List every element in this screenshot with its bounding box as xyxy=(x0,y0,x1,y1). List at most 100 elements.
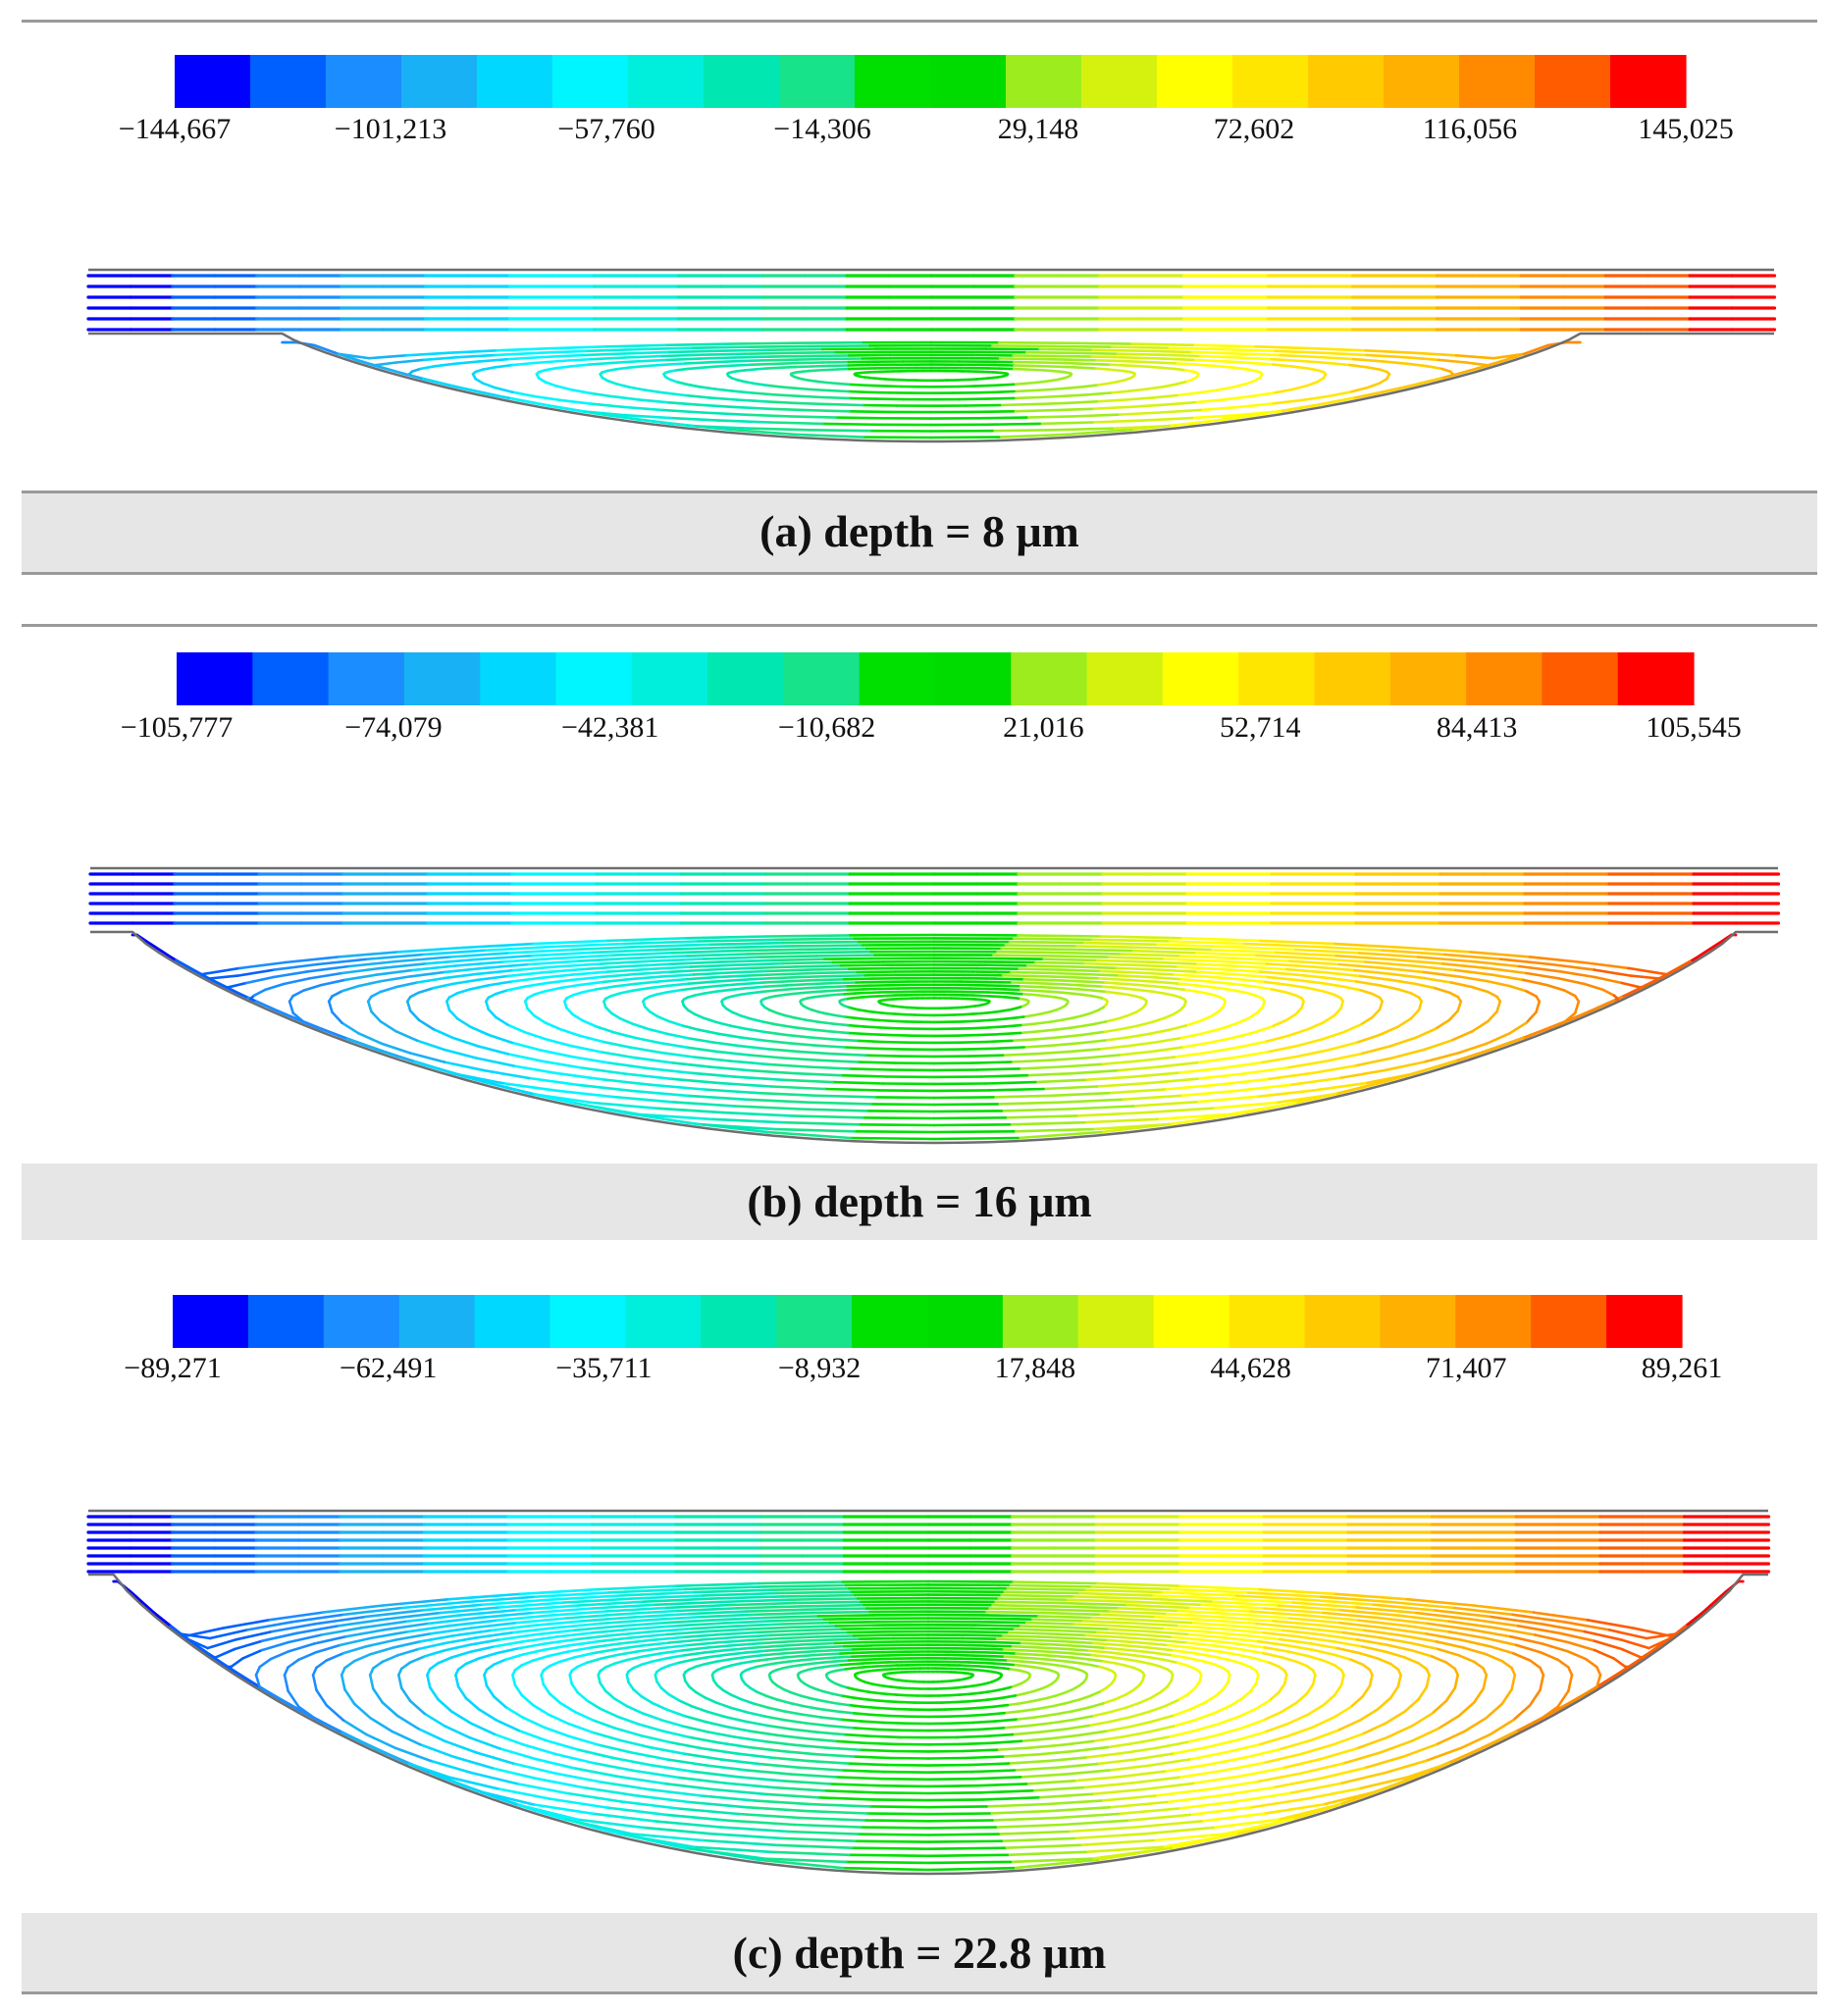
vortex-streamline-segment xyxy=(1188,1806,1252,1817)
vortex-streamline-segment xyxy=(592,1719,617,1730)
colorbar-segment xyxy=(555,652,633,705)
colorbar-segment xyxy=(1157,55,1233,108)
vortex-streamline-segment xyxy=(809,1696,824,1703)
vortex-streamline-segment xyxy=(1508,1634,1544,1645)
vortex-streamline-segment xyxy=(638,1112,712,1121)
vortex-streamline-segment xyxy=(718,1081,773,1088)
vortex-streamline-segment xyxy=(800,1653,822,1658)
panel-c-caption: (c) depth = 22.8 μm xyxy=(732,1928,1107,1978)
vortex-streamline-segment xyxy=(379,961,428,970)
vortex-streamline-segment xyxy=(1236,1040,1267,1050)
vortex-streamline-segment xyxy=(1098,1044,1130,1051)
vortex-streamline-segment xyxy=(352,1652,372,1663)
colorbar-segment xyxy=(1610,55,1687,108)
vortex-streamline-segment xyxy=(1188,1606,1252,1613)
vortex-streamline-segment xyxy=(1095,1630,1137,1636)
panel-a: −144,667 −101,213 −57,760 −14,306 29,148 72,6… xyxy=(0,0,1831,589)
vortex-streamline-segment xyxy=(1349,1695,1364,1709)
vortex-streamline-segment xyxy=(735,358,767,363)
vortex-streamline-segment xyxy=(889,1756,930,1760)
vortex-streamline-segment xyxy=(501,956,557,963)
vortex-streamline-segment xyxy=(1196,1056,1235,1064)
vortex-streamline-segment xyxy=(1128,364,1149,369)
vortex-streamline-segment xyxy=(852,1755,893,1760)
vortex-streamline-segment xyxy=(531,1703,550,1717)
vortex-streamline-segment xyxy=(1596,1674,1602,1689)
vortex-streamline-segment xyxy=(1327,976,1358,983)
vortex-streamline-segment xyxy=(1196,970,1235,976)
vortex-streamline-segment xyxy=(1454,968,1494,977)
vortex-streamline-segment xyxy=(781,1593,857,1598)
vortex-streamline-segment xyxy=(1255,954,1315,960)
vortex-streamline-segment xyxy=(1165,1612,1224,1619)
vortex-streamline-segment xyxy=(1058,1098,1123,1105)
vortex-streamline-segment xyxy=(1217,1649,1240,1657)
vortex-streamline-segment xyxy=(606,1060,650,1070)
vortex-streamline-segment xyxy=(955,1734,987,1739)
vortex-streamline-segment xyxy=(1067,1105,1135,1111)
vortex-streamline-segment xyxy=(970,1011,983,1015)
vortex-streamline-segment xyxy=(877,1783,930,1788)
vortex-streamline-segment xyxy=(1549,962,1596,971)
vortex-streamline-segment xyxy=(1528,1659,1542,1670)
vortex-streamline-segment xyxy=(1023,368,1037,372)
vortex-streamline-segment xyxy=(523,981,548,989)
vortex-streamline-segment xyxy=(1144,946,1214,952)
vortex-streamline-segment xyxy=(926,1798,985,1802)
vortex-streamline-segment xyxy=(1098,976,1130,982)
vortex-streamline-segment xyxy=(640,1694,654,1705)
vortex-streamline-segment xyxy=(1151,393,1178,399)
vortex-streamline-segment xyxy=(1395,1614,1450,1624)
vortex-streamline-segment xyxy=(1486,1009,1498,1023)
vortex-streamline-segment xyxy=(862,1657,881,1662)
vortex-streamline-segment xyxy=(643,388,665,394)
vortex-streamline-segment xyxy=(1174,367,1187,372)
vortex-streamline-segment xyxy=(693,992,706,997)
vortex-streamline-segment xyxy=(960,1657,979,1661)
vortex-streamline-segment xyxy=(1278,1738,1312,1751)
vortex-streamline-segment xyxy=(1334,942,1407,950)
vortex-streamline-segment xyxy=(1409,992,1421,999)
vortex-streamline-segment xyxy=(230,1668,244,1679)
vortex-streamline-segment xyxy=(1006,1586,1087,1592)
vortex-streamline-segment xyxy=(767,975,802,980)
vortex-streamline-segment xyxy=(769,1756,811,1763)
vortex-streamline-segment xyxy=(774,993,786,998)
vortex-streamline-segment xyxy=(1306,986,1325,993)
colorbar-segment xyxy=(552,55,629,108)
vortex-streamline-segment xyxy=(1401,1633,1438,1643)
vortex-streamline-segment xyxy=(830,988,850,993)
vortex-streamline-segment xyxy=(427,1616,480,1626)
vortex-streamline-segment xyxy=(1311,1081,1367,1092)
vortex-streamline-segment xyxy=(760,989,778,994)
vortex-streamline-segment xyxy=(877,1089,936,1093)
vortex-streamline-segment xyxy=(782,960,835,965)
vortex-streamline-segment xyxy=(823,1087,881,1092)
vortex-streamline-segment xyxy=(839,1651,863,1655)
vortex-streamline-segment xyxy=(629,1046,662,1055)
vortex-streamline-segment xyxy=(1061,1739,1095,1747)
vortex-streamline-segment xyxy=(288,1000,295,1014)
vortex-streamline-segment xyxy=(1159,1684,1169,1694)
vortex-streamline-segment xyxy=(629,1751,669,1761)
vortex-streamline-segment xyxy=(1286,1713,1310,1726)
vortex-streamline-segment xyxy=(877,1706,897,1711)
bowl-wall xyxy=(88,332,1774,443)
vortex-streamline-segment xyxy=(1031,401,1068,406)
colorbar-tick-label: 89,261 xyxy=(1642,1352,1723,1384)
vortex-streamline-segment xyxy=(1235,1642,1266,1649)
vortex-streamline-segment xyxy=(532,939,610,946)
vortex-streamline-segment xyxy=(370,1009,383,1023)
vortex-streamline-segment xyxy=(795,340,865,345)
vortex-streamline-segment xyxy=(740,1659,756,1665)
vortex-streamline-segment xyxy=(831,1080,885,1085)
vortex-streamline-segment xyxy=(1117,992,1130,997)
vortex-streamline-segment xyxy=(1417,996,1423,1004)
vortex-streamline-segment xyxy=(749,427,811,432)
vortex-streamline-segment xyxy=(1037,1749,1075,1756)
vortex-streamline-segment xyxy=(715,1050,752,1057)
vortex-streamline-segment xyxy=(1333,1664,1343,1672)
vortex-streamline-segment xyxy=(1051,427,1114,432)
vortex-streamline-segment xyxy=(1197,388,1220,394)
vortex-streamline-segment xyxy=(858,1636,896,1641)
